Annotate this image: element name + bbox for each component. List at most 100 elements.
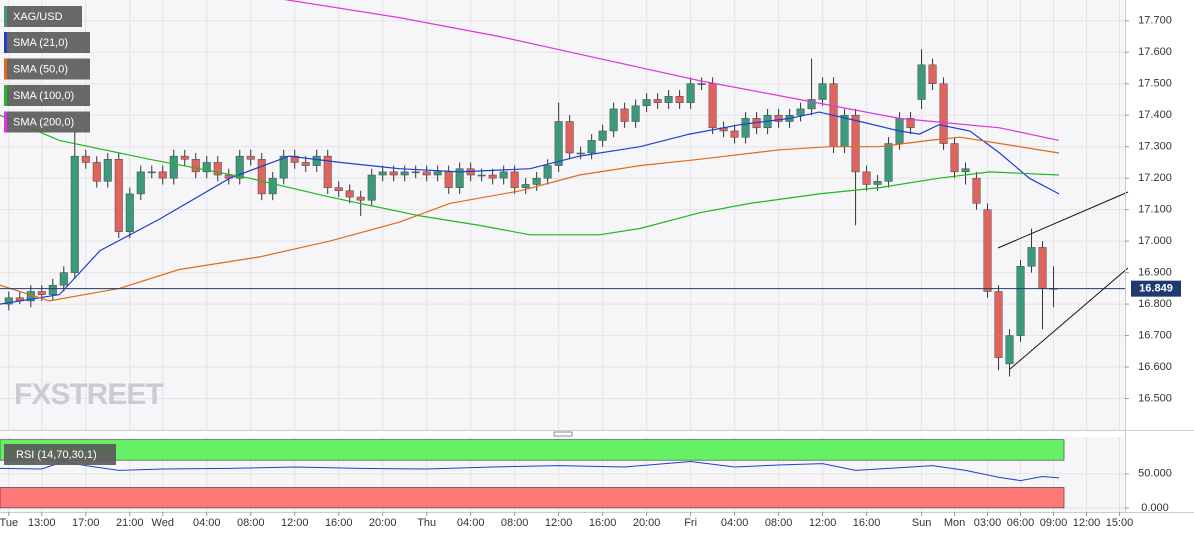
candle-body	[1016, 266, 1025, 336]
candle-body	[488, 174, 497, 179]
legend-entry: SMA (100,0)	[13, 90, 74, 102]
candle-body	[334, 187, 343, 192]
candle-body	[202, 162, 211, 173]
sma-line	[0, 114, 1060, 236]
legend-entry-swatch	[4, 32, 7, 53]
candle-body	[521, 184, 530, 188]
candle-body	[499, 171, 508, 179]
candle-body	[983, 209, 992, 292]
trend-line	[997, 191, 1129, 249]
candle-body	[906, 118, 915, 129]
candle-body	[37, 291, 46, 295]
candle-body	[686, 83, 695, 103]
sma-line	[0, 136, 1060, 302]
candle-body	[697, 83, 706, 85]
candle-body	[180, 155, 189, 160]
legend-entry-swatch	[4, 111, 7, 133]
rsi-zone	[0, 439, 1065, 461]
x-tick-label: 16:00	[325, 517, 353, 529]
x-tick-label: 08:00	[501, 517, 529, 529]
x-tick-label: Mon	[944, 517, 965, 529]
candle-body	[741, 118, 750, 138]
last-price-label: 16.849	[1139, 283, 1173, 295]
candle-body	[257, 159, 266, 195]
x-tick-label: 04:00	[457, 517, 485, 529]
x-tick-label: 08:00	[237, 517, 265, 529]
y-tick-label: 16.600	[1138, 361, 1172, 373]
legend-symbol-box	[4, 6, 82, 27]
candle-body	[675, 96, 684, 103]
candle-body	[268, 177, 277, 195]
legend-symbol: XAG/USD	[13, 11, 63, 23]
legend-entry: SMA (21,0)	[13, 37, 68, 49]
legend-entry-swatch	[4, 85, 7, 106]
candle-body	[884, 143, 893, 182]
candle-body	[510, 171, 519, 188]
candle-body	[664, 96, 673, 103]
x-tick-label: 15:00	[1106, 517, 1134, 529]
y-tick-label: 17.300	[1138, 141, 1172, 153]
candle-body	[939, 83, 948, 144]
y-tick-label: 17.600	[1138, 46, 1172, 58]
candle-body	[928, 64, 937, 84]
candle-body	[356, 196, 365, 201]
candle-body	[290, 155, 299, 163]
x-tick-label: 16:00	[853, 517, 881, 529]
candle-body	[950, 143, 959, 173]
y-tick-label: 50.000	[1138, 468, 1172, 480]
y-tick-label: 16.700	[1138, 329, 1172, 341]
x-tick-label: 12:00	[545, 517, 573, 529]
candle-body	[774, 114, 783, 122]
candle-body	[873, 181, 882, 185]
x-tick-label: 16:00	[589, 517, 617, 529]
x-tick-label: 20:00	[633, 517, 661, 529]
candle-body	[862, 171, 871, 185]
x-tick-label: 08:00	[765, 517, 793, 529]
x-tick-label: 03:00	[974, 517, 1002, 529]
candle-body	[4, 297, 13, 305]
candle-body	[796, 108, 805, 116]
rsi-zone	[0, 487, 1065, 509]
x-tick-label: 21:00	[116, 517, 144, 529]
candle-body	[840, 114, 849, 147]
y-tick-label: 17.100	[1138, 204, 1172, 216]
sma-line	[0, 111, 1060, 305]
legend-entry-box	[4, 32, 90, 53]
candle-body	[818, 83, 827, 100]
x-tick-label: 13:00	[28, 517, 56, 529]
candle-body	[972, 177, 981, 204]
candle-body	[1005, 335, 1014, 365]
candle-body	[147, 171, 156, 174]
candle-body	[433, 171, 442, 176]
candle-body	[378, 171, 387, 176]
candle-body	[301, 162, 310, 166]
candle-body	[246, 155, 255, 160]
candle-body	[279, 155, 288, 179]
panel-resize-handle[interactable]	[553, 431, 573, 437]
candle-body	[411, 171, 420, 174]
legend-entry-box	[4, 85, 90, 106]
candle-body	[576, 152, 585, 155]
y-tick-label: 16.900	[1138, 267, 1172, 279]
candle-body	[103, 159, 112, 182]
candle-body	[917, 64, 926, 100]
candle-body	[730, 130, 739, 138]
candle-body	[477, 174, 486, 177]
y-tick-label: 16.500	[1138, 392, 1172, 404]
legend-entry-swatch	[4, 58, 7, 80]
candle-body	[708, 83, 717, 129]
candle-body	[48, 284, 57, 295]
y-tick-label: 17.700	[1138, 15, 1172, 27]
candle-body	[642, 99, 651, 107]
candle-body	[136, 171, 145, 195]
candle-body	[620, 108, 629, 122]
candle-body	[114, 159, 123, 232]
candle-body	[961, 168, 970, 173]
candle-body	[554, 121, 563, 166]
y-tick-label: 17.400	[1138, 109, 1172, 121]
candle-body	[213, 162, 222, 176]
candle-body	[807, 99, 816, 110]
y-tick-label: 17.000	[1138, 235, 1172, 247]
candle-body	[455, 168, 464, 188]
